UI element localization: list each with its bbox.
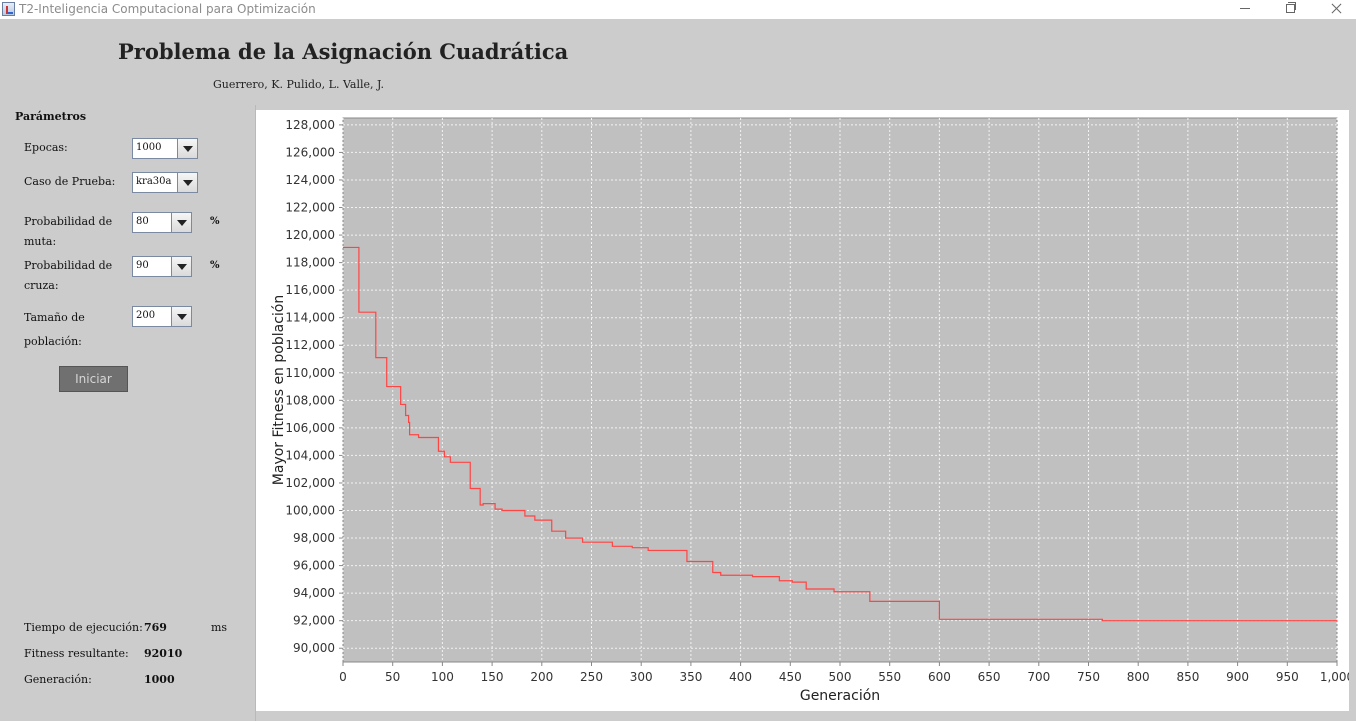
- epocas-value: 1000: [136, 142, 162, 153]
- generation-label: Generación:: [24, 673, 92, 686]
- cruza-value: 90: [136, 260, 149, 271]
- y-tick-label: 102,000: [285, 476, 335, 490]
- y-tick-label: 114,000: [285, 311, 335, 325]
- x-tick-label: 200: [530, 670, 553, 684]
- chevron-down-icon[interactable]: [171, 257, 191, 276]
- x-tick-label: 50: [385, 670, 400, 684]
- y-tick-label: 118,000: [285, 256, 335, 270]
- y-tick-label: 96,000: [293, 559, 335, 573]
- pop-combo[interactable]: 200: [132, 306, 192, 327]
- chevron-down-icon[interactable]: [177, 139, 197, 158]
- close-icon[interactable]: [1321, 0, 1351, 19]
- fitness-value: 92010: [144, 647, 183, 660]
- window-title-bar: T2-Inteligencia Computacional para Optim…: [0, 0, 1356, 19]
- caso-label: Caso de Prueba:: [24, 175, 116, 188]
- x-tick-label: 850: [1176, 670, 1199, 684]
- y-tick-label: 106,000: [285, 421, 335, 435]
- x-tick-label: 800: [1127, 670, 1150, 684]
- x-tick-label: 750: [1077, 670, 1100, 684]
- minimize-icon[interactable]: [1230, 0, 1260, 19]
- y-axis-label: Mayor Fitness en población: [271, 295, 287, 485]
- x-tick-label: 650: [978, 670, 1001, 684]
- start-button[interactable]: Iniciar: [59, 366, 128, 392]
- chevron-down-icon[interactable]: [171, 213, 191, 232]
- cruza-combo[interactable]: 90: [132, 256, 192, 277]
- muta-percent: %: [210, 216, 220, 227]
- x-tick-label: 350: [679, 670, 702, 684]
- pop-label: Tamaño de población:: [24, 306, 85, 354]
- caso-combo[interactable]: kra30a: [132, 172, 198, 193]
- y-tick-label: 90,000: [293, 641, 335, 655]
- restore-icon[interactable]: [1275, 0, 1305, 19]
- y-tick-label: 92,000: [293, 614, 335, 628]
- x-tick-label: 0: [339, 670, 347, 684]
- parameters-title: Parámetros: [15, 110, 87, 123]
- y-tick-label: 98,000: [293, 531, 335, 545]
- epocas-label: Epocas:: [24, 141, 68, 154]
- x-tick-label: 500: [829, 670, 852, 684]
- y-tick-label: 120,000: [285, 228, 335, 242]
- fitness-chart-panel: 90,000 92,000 94,000 96,000 98,000 100,000 102…: [256, 110, 1349, 711]
- y-tick-label: 122,000: [285, 201, 335, 215]
- x-tick-label: 900: [1226, 670, 1249, 684]
- muta-value: 80: [136, 216, 149, 227]
- pop-label-line1: Tamaño de: [24, 311, 85, 324]
- y-tick-label: 110,000: [285, 366, 335, 380]
- muta-label: Probabilidad de muta:: [24, 212, 112, 252]
- cruza-percent: %: [210, 260, 220, 271]
- cruza-label-line2: cruza:: [24, 279, 59, 292]
- pop-label-line2: población:: [24, 335, 82, 348]
- parameters-panel: Parámetros Epocas: 1000 Caso de Prueba: …: [0, 105, 256, 721]
- cruza-label-line1: Probabilidad de: [24, 259, 113, 272]
- muta-label-line2: muta:: [24, 235, 57, 248]
- time-value: 769: [144, 621, 167, 634]
- cruza-label: Probabilidad de cruza:: [24, 256, 112, 296]
- java-app-icon: [2, 2, 15, 16]
- time-label: Tiempo de ejecución:: [24, 621, 143, 634]
- x-tick-label: 150: [481, 670, 504, 684]
- time-unit: ms: [211, 621, 228, 634]
- x-tick-label: 450: [779, 670, 802, 684]
- y-tick-label: 94,000: [293, 586, 335, 600]
- fitness-series-line: [343, 246, 1337, 622]
- y-tick-label: 128,000: [285, 118, 335, 132]
- epocas-combo[interactable]: 1000: [132, 138, 198, 159]
- page-title: Problema de la Asignación Cuadrática: [118, 39, 569, 64]
- y-tick-label: 100,000: [285, 504, 335, 518]
- x-tick-label: 600: [928, 670, 951, 684]
- y-tick-label: 104,000: [285, 448, 335, 462]
- muta-combo[interactable]: 80: [132, 212, 192, 233]
- y-tick-label: 108,000: [285, 393, 335, 407]
- x-tick-label: 100: [431, 670, 454, 684]
- y-tick-label: 116,000: [285, 283, 335, 297]
- muta-label-line1: Probabilidad de: [24, 215, 113, 228]
- x-tick-label: 700: [1027, 670, 1050, 684]
- x-tick-label: 300: [630, 670, 653, 684]
- x-axis-label: Generación: [800, 688, 880, 704]
- generation-value: 1000: [144, 673, 175, 686]
- pop-value: 200: [136, 310, 156, 321]
- chevron-down-icon[interactable]: [171, 307, 191, 326]
- caso-value: kra30a: [136, 176, 172, 187]
- x-tick-label: 1,000: [1320, 670, 1349, 684]
- fitness-label: Fitness resultante:: [24, 647, 129, 660]
- window-title: T2-Inteligencia Computacional para Optim…: [19, 2, 316, 16]
- fitness-chart: 90,000 92,000 94,000 96,000 98,000 100,000 102…: [271, 117, 1349, 704]
- y-tick-label: 112,000: [285, 338, 335, 352]
- x-tick-label: 250: [580, 670, 603, 684]
- chevron-down-icon[interactable]: [177, 173, 197, 192]
- authors-label: Guerrero, K. Pulido, L. Valle, J.: [213, 78, 385, 91]
- y-tick-label: 124,000: [285, 173, 335, 187]
- x-tick-label: 400: [729, 670, 752, 684]
- y-tick-label: 126,000: [285, 145, 335, 159]
- x-tick-label: 950: [1276, 670, 1299, 684]
- x-tick-label: 550: [878, 670, 901, 684]
